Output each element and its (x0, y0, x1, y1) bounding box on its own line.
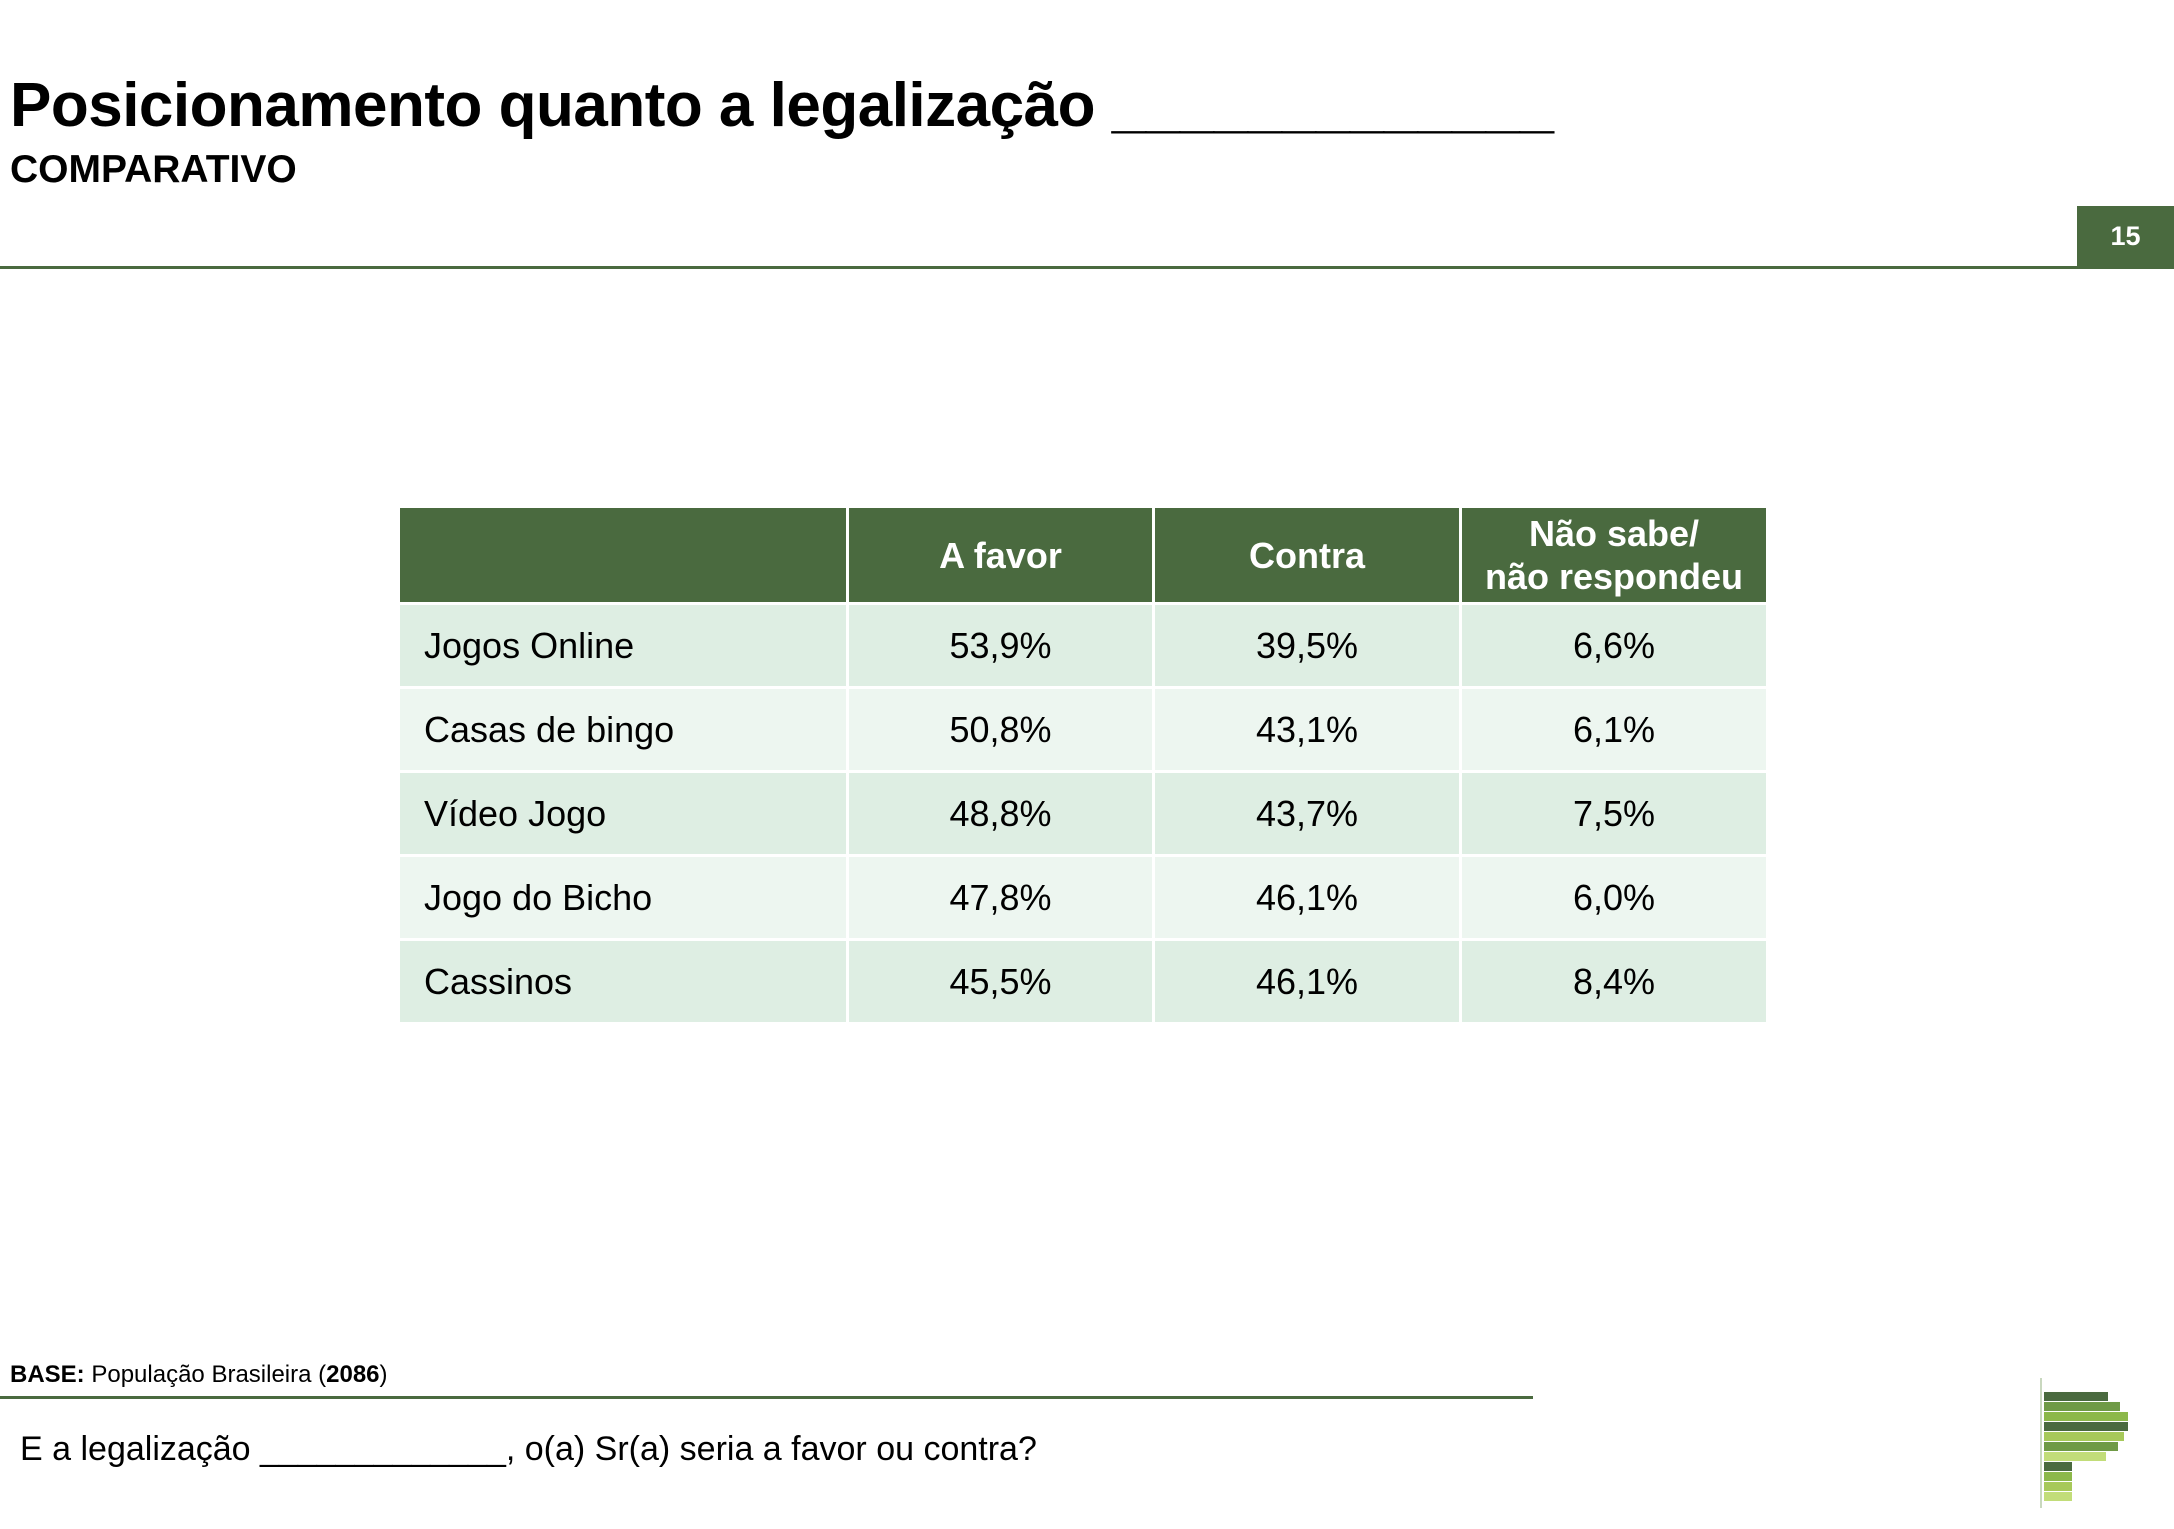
cell-nao-sabe: 8,4% (1459, 938, 1769, 1025)
table-row: Jogos Online 53,9% 39,5% 6,6% (397, 602, 1769, 689)
cell-a-favor: 47,8% (846, 854, 1155, 941)
cell-nao-sabe: 6,0% (1459, 854, 1769, 941)
cell-a-favor: 48,8% (846, 770, 1155, 857)
cell-contra: 43,1% (1152, 686, 1462, 773)
column-header-nao-sabe: Não sabe/ não respondeu (1459, 505, 1769, 605)
table-row: Jogo do Bicho 47,8% 46,1% 6,0% (397, 854, 1769, 941)
column-header-category (397, 505, 849, 605)
cell-contra: 39,5% (1152, 602, 1462, 689)
column-header-contra: Contra (1152, 505, 1462, 605)
row-label: Cassinos (397, 938, 849, 1025)
cell-nao-sabe: 6,1% (1459, 686, 1769, 773)
table-row: Cassinos 45,5% 46,1% 8,4% (397, 938, 1769, 1025)
results-table: A favor Contra Não sabe/ não respondeu J… (397, 505, 1769, 1025)
page-subtitle: COMPARATIVO (10, 148, 297, 191)
column-header-a-favor: A favor (846, 505, 1155, 605)
page-number-badge: 15 (2077, 206, 2174, 266)
table-row: Vídeo Jogo 48,8% 43,7% 7,5% (397, 770, 1769, 857)
base-count: 2086 (326, 1361, 380, 1388)
cell-nao-sabe: 6,6% (1459, 602, 1769, 689)
cell-a-favor: 45,5% (846, 938, 1155, 1025)
base-text: População Brasileira (91, 1361, 312, 1388)
cell-a-favor: 53,9% (846, 602, 1155, 689)
footer-divider (0, 1396, 1533, 1399)
survey-question: E a legalização _____________, o(a) Sr(a… (20, 1430, 1037, 1468)
header-divider (0, 266, 2174, 269)
cell-nao-sabe: 7,5% (1459, 770, 1769, 857)
cell-contra: 46,1% (1152, 854, 1462, 941)
column-header-nao-sabe-line2: não respondeu (1484, 556, 1744, 597)
table-header-row: A favor Contra Não sabe/ não respondeu (397, 505, 1769, 605)
column-header-nao-sabe-line1: Não sabe/ (1528, 513, 1700, 554)
page-title: Posicionamento quanto a legalização ____… (10, 71, 1554, 140)
cell-contra: 46,1% (1152, 938, 1462, 1025)
cell-a-favor: 50,8% (846, 686, 1155, 773)
base-label: BASE: (10, 1361, 85, 1388)
company-logo-icon (2040, 1378, 2128, 1508)
cell-contra: 43,7% (1152, 770, 1462, 857)
row-label: Casas de bingo (397, 686, 849, 773)
table-row: Casas de bingo 50,8% 43,1% 6,1% (397, 686, 1769, 773)
base-note: BASE: População Brasileira (2086) (10, 1361, 388, 1388)
row-label: Jogo do Bicho (397, 854, 849, 941)
row-label: Vídeo Jogo (397, 770, 849, 857)
row-label: Jogos Online (397, 602, 849, 689)
